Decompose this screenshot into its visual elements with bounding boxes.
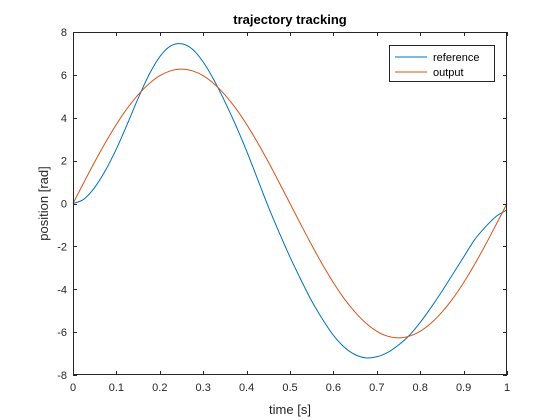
- x-tick-label: 0.7: [369, 382, 384, 394]
- x-tick-label: 0.1: [109, 382, 124, 394]
- y-tick-label: -2: [57, 241, 67, 253]
- x-tick-label: 0.6: [326, 382, 341, 394]
- ticks-layer: 0 0.1 0.2 0.3 0.4 0.5 0.6 0.7 0.8 0.9 1 -8 -6 -4 -2 0 2 4…: [57, 27, 510, 394]
- x-tick-label: 0.4: [239, 382, 254, 394]
- x-tick-label: 1: [504, 382, 510, 394]
- y-tick-label: 8: [61, 27, 67, 39]
- y-tick-label: 2: [61, 156, 67, 168]
- legend-label-reference: reference: [433, 52, 479, 64]
- x-tick-label: 0.3: [196, 382, 211, 394]
- x-tick-label: 0.8: [413, 382, 428, 394]
- x-tick-label: 0.2: [152, 382, 167, 394]
- y-tick-label: 0: [61, 199, 67, 211]
- y-tick-label: 6: [61, 70, 67, 82]
- legend-label-output: output: [433, 67, 464, 79]
- legend-box: [389, 45, 495, 82]
- series-layer: [72, 43, 508, 359]
- legend: reference output: [389, 45, 495, 82]
- x-axis-label: time [s]: [269, 402, 311, 417]
- series-line-reference: [72, 43, 508, 359]
- y-tick-label: -4: [57, 284, 67, 296]
- y-axis-label: position [rad]: [36, 166, 51, 240]
- x-tick-label: 0: [70, 382, 76, 394]
- x-tick-label: 0.9: [456, 382, 471, 394]
- y-tick-label: -8: [57, 370, 67, 382]
- chart-title: trajectory tracking: [233, 12, 346, 27]
- x-tick-label: 0.5: [282, 382, 297, 394]
- y-tick-label: 4: [61, 113, 67, 125]
- y-tick-label: -6: [57, 327, 67, 339]
- series-line-output: [72, 68, 508, 339]
